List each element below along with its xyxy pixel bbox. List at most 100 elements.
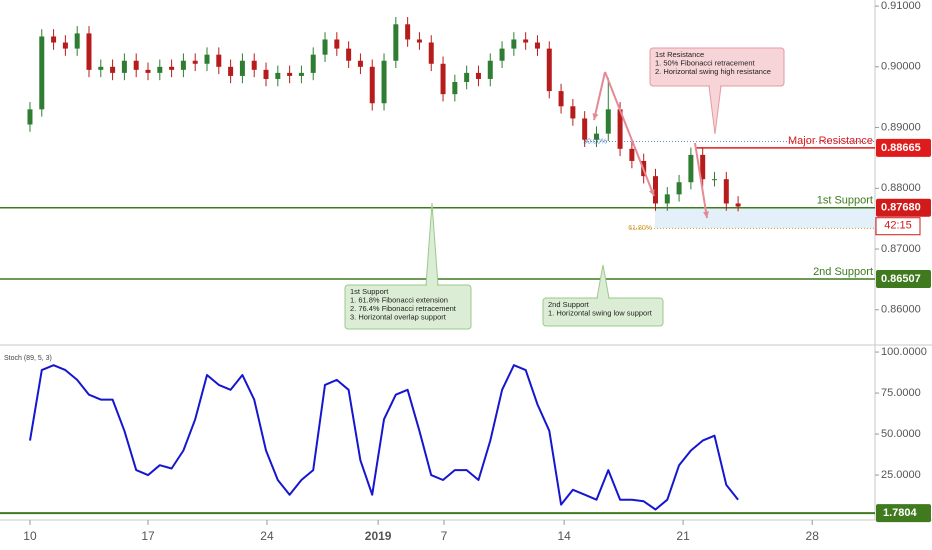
candle-body bbox=[204, 54, 210, 64]
candle-body bbox=[157, 66, 163, 73]
x-tick-label: 7 bbox=[441, 529, 448, 543]
candle-body bbox=[405, 24, 411, 40]
candle-body bbox=[629, 148, 635, 161]
x-tick-label: 24 bbox=[260, 529, 274, 543]
candle-body bbox=[192, 60, 198, 64]
x-tick-label: 17 bbox=[141, 529, 155, 543]
price-tag bbox=[876, 138, 931, 157]
arrow-head bbox=[592, 113, 599, 120]
candle-body bbox=[110, 66, 116, 73]
candle-body bbox=[251, 60, 257, 70]
candle-body bbox=[133, 60, 139, 70]
candle-body bbox=[98, 66, 104, 70]
indicator-label: Stoch (89, 5, 3) bbox=[4, 355, 52, 362]
candle-body bbox=[452, 81, 458, 95]
y-tick-label: 0.89000 bbox=[881, 121, 921, 133]
candle-body bbox=[428, 42, 434, 64]
candle-body bbox=[180, 60, 186, 70]
candle-body bbox=[523, 39, 529, 43]
x-tick-label: 2019 bbox=[365, 529, 392, 543]
y-tick-label: 25.0000 bbox=[881, 469, 921, 481]
candle-body bbox=[593, 133, 599, 140]
stoch-tag bbox=[876, 504, 931, 523]
callout-mask bbox=[710, 85, 720, 87]
candle-body bbox=[652, 176, 658, 204]
candle-body bbox=[346, 48, 352, 61]
candle-body bbox=[369, 66, 375, 104]
candle-body bbox=[27, 109, 33, 125]
candle-body bbox=[263, 69, 269, 79]
callout-text: 1. Horizontal swing low support bbox=[548, 308, 653, 317]
x-tick-label: 14 bbox=[557, 529, 571, 543]
candle-body bbox=[511, 39, 517, 49]
candle-body bbox=[310, 54, 316, 73]
price-tag-label: 0.87680 bbox=[881, 202, 921, 214]
fib-label: 50.00% bbox=[583, 138, 607, 145]
candle-body bbox=[464, 72, 470, 82]
candle-body bbox=[228, 66, 234, 76]
callout-mask bbox=[427, 284, 437, 286]
candle-body bbox=[275, 72, 281, 79]
x-tick-label: 10 bbox=[23, 529, 37, 543]
candle-body bbox=[664, 194, 670, 204]
candle-body bbox=[51, 36, 57, 43]
callout-text: 1st Resistance bbox=[655, 50, 704, 59]
candle-body bbox=[86, 33, 92, 70]
arrow bbox=[604, 71, 655, 197]
callout-text: 2. 76.4% Fibonacci retracement bbox=[350, 304, 457, 313]
x-tick-label: 28 bbox=[806, 529, 820, 543]
candle-body bbox=[617, 109, 623, 149]
y-tick-label: 0.87000 bbox=[881, 243, 921, 255]
candle-body bbox=[534, 42, 540, 49]
arrow-head bbox=[702, 211, 710, 218]
candle-body bbox=[570, 106, 576, 119]
candle-body bbox=[334, 39, 340, 49]
candle-body bbox=[216, 54, 222, 67]
fib-label: 61.80% bbox=[628, 225, 652, 232]
arrow bbox=[694, 142, 708, 219]
candle-body bbox=[39, 36, 45, 110]
price-tag bbox=[876, 198, 931, 217]
candle-body bbox=[487, 60, 493, 79]
callout-mask bbox=[598, 297, 608, 299]
y-tick-label: 75.0000 bbox=[881, 387, 921, 399]
candle-body bbox=[145, 69, 151, 73]
callout-text: 1. 61.8% Fibonacci extension bbox=[350, 295, 448, 304]
candle-body bbox=[735, 203, 741, 207]
stoch-line bbox=[29, 364, 739, 511]
countdown-tag bbox=[875, 217, 921, 236]
candle-body bbox=[440, 63, 446, 95]
candle-body bbox=[298, 72, 304, 76]
price-tag-label: 0.88665 bbox=[881, 142, 921, 154]
arrow-head bbox=[648, 189, 655, 196]
candle-body bbox=[676, 182, 682, 195]
callout-text: 1. 50% Fibonacci retracement bbox=[655, 58, 756, 67]
x-tick-label: 21 bbox=[676, 529, 690, 543]
candle-body bbox=[700, 154, 706, 180]
callout-text: 3. Horizontal overlap support bbox=[350, 312, 447, 321]
level-name: 2nd Support bbox=[813, 266, 873, 278]
level-name: Major Resistance bbox=[788, 135, 873, 147]
candle-body bbox=[723, 179, 729, 204]
candle-body bbox=[582, 118, 588, 140]
y-tick-label: 0.86000 bbox=[881, 304, 921, 316]
y-tick-label: 50.0000 bbox=[881, 428, 921, 440]
level-name: 1st Support bbox=[817, 195, 873, 207]
candle-body bbox=[605, 109, 611, 134]
candle-body bbox=[558, 91, 564, 107]
price-tag bbox=[876, 269, 931, 288]
callout-box bbox=[344, 284, 472, 330]
y-tick-label: 0.90000 bbox=[881, 61, 921, 73]
y-tick-label: 100.0000 bbox=[881, 346, 927, 358]
candle-body bbox=[169, 66, 175, 70]
candle-body bbox=[711, 179, 717, 181]
y-tick-label: 0.91000 bbox=[881, 0, 921, 12]
stoch-tag-label: 1.7804 bbox=[883, 507, 918, 519]
candle-body bbox=[357, 60, 363, 67]
callout-text: 1st Support bbox=[350, 287, 389, 296]
candle-body bbox=[322, 39, 328, 55]
arrow bbox=[593, 71, 606, 121]
